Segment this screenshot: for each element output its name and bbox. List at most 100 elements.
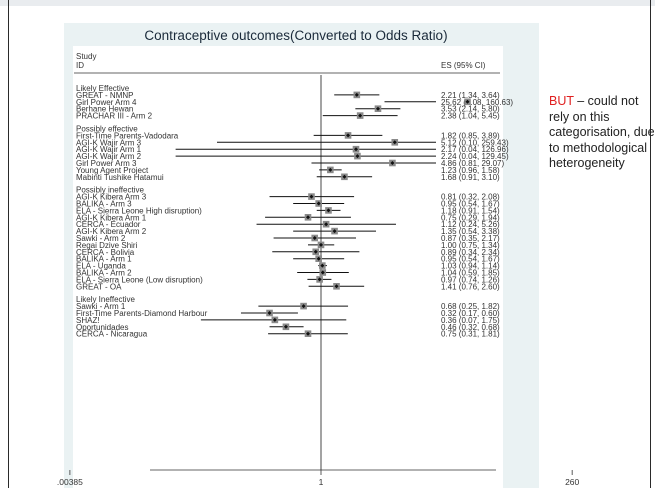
effect-size-label: 0.46 (0.32, 0.68) bbox=[441, 323, 500, 332]
study-label: First-Time Parents-Diamond Harbour bbox=[76, 309, 208, 318]
point-estimate bbox=[316, 201, 321, 206]
study-label: ELA - Sierra Leone High disruption) bbox=[76, 206, 202, 215]
study-label: PRACHAR III - Arm 2 bbox=[76, 112, 153, 121]
study-label: AGI-K Kibera Arm 2 bbox=[76, 227, 147, 236]
point-estimate bbox=[392, 140, 397, 145]
point-estimate bbox=[306, 331, 311, 336]
study-label: ELA - Uganda bbox=[76, 262, 126, 271]
study-label: AGI-K Wajir Arm 2 bbox=[76, 152, 142, 161]
effect-size-label: 1.03 (0.94, 1.14) bbox=[441, 262, 500, 271]
study-label: ELA - Sierra Leone (Low disruption) bbox=[76, 275, 203, 284]
group-label: Likely Ineffective bbox=[76, 295, 136, 304]
point-estimate bbox=[316, 256, 321, 261]
study-label: CERCA - Bolivia bbox=[76, 248, 135, 257]
effect-size-label: 2.38 (1.04, 5.45) bbox=[441, 112, 500, 121]
study-label: Young Agent Project bbox=[76, 166, 149, 175]
es-header: ES (95% CI) bbox=[441, 61, 486, 70]
point-estimate bbox=[301, 304, 306, 309]
x-tick-label: 1 bbox=[319, 477, 324, 487]
x-tick-label: 260 bbox=[565, 477, 579, 487]
study-label: BALIKA - Arm 1 bbox=[76, 255, 132, 264]
effect-size-label: 0.81 (0.32, 2.08) bbox=[441, 193, 500, 202]
point-estimate bbox=[355, 154, 360, 159]
slide-left-border bbox=[8, 0, 9, 488]
study-label: Oportunidades bbox=[76, 323, 128, 332]
study-label: CERCA - Ecuador bbox=[76, 220, 141, 229]
study-label: CERCA - Nicaragua bbox=[76, 330, 148, 339]
point-estimate bbox=[320, 263, 325, 268]
study-label: AGI-K Kibera Arm 3 bbox=[76, 193, 147, 202]
effect-size-label: 1.82 (0.85, 3.89) bbox=[441, 131, 500, 140]
effect-size-label: 1.12 (0.24, 5.26) bbox=[441, 220, 500, 229]
point-estimate bbox=[326, 208, 331, 213]
point-estimate bbox=[313, 249, 318, 254]
point-estimate bbox=[390, 161, 395, 165]
point-estimate bbox=[267, 311, 272, 315]
point-estimate bbox=[306, 215, 311, 220]
slide-right-border bbox=[650, 0, 651, 488]
effect-size-label: 1.23 (0.96, 1.58) bbox=[441, 166, 500, 175]
study-label: Mabinti Tushike Hatamui bbox=[76, 173, 164, 182]
effect-size-label: 0.36 (0.07, 1.75) bbox=[441, 316, 500, 325]
study-header-line2: ID bbox=[76, 61, 84, 70]
effect-size-label: 25.62 (4.08, 160.63) bbox=[441, 98, 513, 107]
point-estimate bbox=[312, 236, 317, 240]
effect-size-label: 0.68 (0.25, 1.82) bbox=[441, 302, 500, 311]
x-tick-label: .00385 bbox=[57, 477, 83, 487]
plot-area bbox=[73, 46, 503, 488]
study-label: Girl Power Arm 3 bbox=[76, 159, 137, 168]
effect-size-label: 1.41 (0.76, 2.60) bbox=[441, 282, 500, 291]
effect-size-label: 0.95 (0.54, 1.67) bbox=[441, 200, 500, 209]
study-label: Sawki - Arm 2 bbox=[76, 234, 126, 243]
point-estimate bbox=[346, 133, 351, 138]
study-label: Girl Power Arm 4 bbox=[76, 98, 137, 107]
point-estimate bbox=[317, 277, 322, 282]
effect-size-label: 0.89 (0.34, 2.34) bbox=[441, 248, 500, 257]
point-estimate bbox=[332, 229, 337, 234]
group-label: Likely Effective bbox=[76, 84, 130, 93]
side-note-text: – could not rely on this categorisation,… bbox=[549, 94, 655, 170]
slide-top-bar bbox=[0, 0, 655, 6]
study-label: Regai Dzive Shiri bbox=[76, 241, 138, 250]
point-estimate bbox=[353, 147, 358, 152]
effect-size-label: 1.00 (0.75, 1.34) bbox=[441, 241, 500, 250]
effect-size-label: 2.24 (0.04, 129.45) bbox=[441, 152, 509, 161]
side-note-highlight: BUT bbox=[549, 94, 574, 108]
study-label: SHAZ! bbox=[76, 316, 100, 325]
effect-size-label: 0.97 (0.74, 1.26) bbox=[441, 275, 500, 284]
effect-size-label: 0.87 (0.35, 2.17) bbox=[441, 234, 500, 243]
study-label: AGI-K Wajir Arm 3 bbox=[76, 138, 142, 147]
effect-size-label: 0.75 (0.29, 1.94) bbox=[441, 213, 500, 222]
effect-size-label: 5.12 (0.10, 259.43) bbox=[441, 138, 509, 147]
point-estimate bbox=[319, 242, 323, 247]
point-estimate bbox=[324, 222, 329, 227]
effect-size-label: 0.75 (0.31, 1.81) bbox=[441, 330, 500, 339]
effect-size-label: 2.21 (1.34, 3.64) bbox=[441, 91, 500, 100]
point-estimate bbox=[309, 194, 314, 199]
effect-size-label: 0.32 (0.17, 0.60) bbox=[441, 309, 500, 318]
point-estimate bbox=[320, 270, 325, 275]
chart-title: Contraceptive outcomes(Converted to Odds… bbox=[144, 28, 447, 43]
effect-size-label: 1.18 (0.91, 1.54) bbox=[441, 206, 500, 215]
effect-size-label: 1.35 (0.54, 3.38) bbox=[441, 227, 500, 236]
point-estimate bbox=[328, 167, 333, 172]
point-estimate bbox=[342, 174, 347, 179]
study-header-line1: Study bbox=[76, 52, 96, 61]
study-label: First-Time Parents-Vadodara bbox=[76, 131, 179, 140]
group-label: Possibly effective bbox=[76, 125, 138, 134]
point-estimate bbox=[375, 106, 380, 111]
point-estimate bbox=[465, 99, 470, 104]
study-label: GREAT - OA bbox=[76, 282, 122, 291]
study-label: AGI-K Kibera Arm 1 bbox=[76, 213, 147, 222]
point-estimate bbox=[358, 113, 363, 118]
point-estimate bbox=[334, 284, 339, 289]
effect-size-label: 4.86 (0.81, 29.07) bbox=[441, 159, 504, 168]
point-estimate bbox=[272, 317, 277, 322]
study-label: Sawki - Arm 1 bbox=[76, 302, 126, 311]
effect-size-label: 0.95 (0.54, 1.67) bbox=[441, 255, 500, 264]
effect-size-label: 1.68 (0.91, 3.10) bbox=[441, 173, 500, 182]
effect-size-label: 3.53 (2.14, 5.80) bbox=[441, 105, 500, 114]
side-note: BUT – could not rely on this categorisat… bbox=[549, 94, 655, 172]
study-label: AGI-K Wajir Arm 1 bbox=[76, 145, 142, 154]
